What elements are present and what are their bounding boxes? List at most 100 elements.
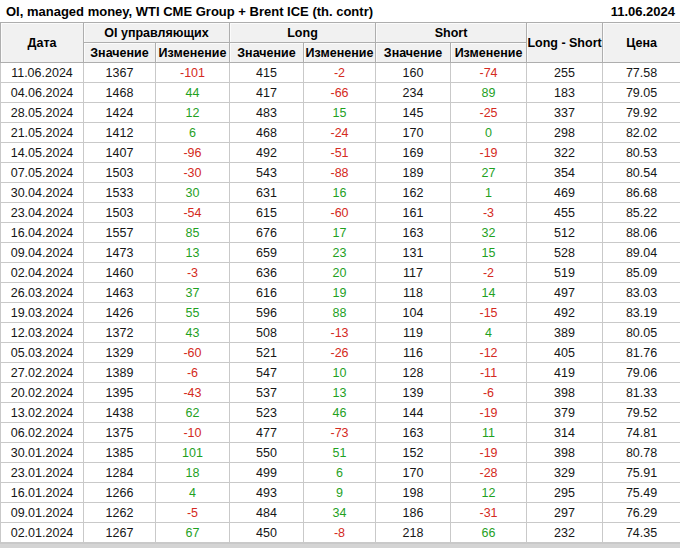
- col-header-short-change: Изменение: [451, 43, 527, 63]
- cell-short-change: -2: [451, 263, 527, 283]
- cell-long-change: -13: [304, 323, 376, 343]
- cell-long-change: 20: [304, 263, 376, 283]
- cell-price: 79.92: [603, 103, 680, 123]
- cell-long-value: 417: [230, 83, 304, 103]
- cell-oi-value: 1463: [84, 283, 156, 303]
- table-row: 16.01.2024 1266 4 493 9 198 12 295 75.49: [1, 483, 680, 503]
- cell-date: 16.04.2024: [1, 223, 84, 243]
- cell-long-short: 519: [527, 263, 603, 283]
- cell-short-change: 15: [451, 243, 527, 263]
- cell-long-change: -26: [304, 343, 376, 363]
- cell-price: 83.19: [603, 303, 680, 323]
- cell-price: 74.81: [603, 423, 680, 443]
- cell-long-change: 9: [304, 483, 376, 503]
- cell-oi-change: -54: [156, 203, 230, 223]
- cell-date: 12.03.2024: [1, 323, 84, 343]
- cell-long-change: -51: [304, 143, 376, 163]
- cell-oi-change: 85: [156, 223, 230, 243]
- cell-oi-value: 1267: [84, 523, 156, 543]
- cell-price: 76.29: [603, 503, 680, 523]
- cell-oi-value: 1389: [84, 363, 156, 383]
- cell-short-value: 160: [376, 63, 451, 83]
- cell-long-short: 405: [527, 343, 603, 363]
- table-row: 19.03.2024 1426 55 596 88 104 -15 492 83…: [1, 303, 680, 323]
- cell-long-value: 521: [230, 343, 304, 363]
- cell-long-change: 17: [304, 223, 376, 243]
- cell-long-value: 543: [230, 163, 304, 183]
- cell-long-short: 492: [527, 303, 603, 323]
- table-row: 07.05.2024 1503 -30 543 -88 189 27 354 8…: [1, 163, 680, 183]
- cell-date: 27.02.2024: [1, 363, 84, 383]
- cell-long-value: 499: [230, 463, 304, 483]
- cell-short-change: -6: [451, 383, 527, 403]
- cell-price: 75.49: [603, 483, 680, 503]
- cell-date: 30.01.2024: [1, 443, 84, 463]
- cell-price: 79.05: [603, 83, 680, 103]
- cell-long-short: 255: [527, 63, 603, 83]
- cell-short-change: -19: [451, 403, 527, 423]
- table-row: 27.02.2024 1389 -6 547 10 128 -11 419 79…: [1, 363, 680, 383]
- cell-long-short: 354: [527, 163, 603, 183]
- cell-date: 26.03.2024: [1, 283, 84, 303]
- cell-oi-value: 1503: [84, 203, 156, 223]
- cell-short-change: -74: [451, 63, 527, 83]
- cell-date: 21.05.2024: [1, 123, 84, 143]
- cell-short-value: 186: [376, 503, 451, 523]
- cell-long-change: 16: [304, 183, 376, 203]
- cropped-next-row-strip: [0, 543, 680, 548]
- col-header-price: Цена: [603, 23, 680, 63]
- table-row: 09.01.2024 1262 -5 484 34 186 -31 297 76…: [1, 503, 680, 523]
- table-row: 28.05.2024 1424 12 483 15 145 -25 337 79…: [1, 103, 680, 123]
- cell-long-value: 596: [230, 303, 304, 323]
- table-row: 09.04.2024 1473 13 659 23 131 15 528 89.…: [1, 243, 680, 263]
- cell-short-change: -31: [451, 503, 527, 523]
- cell-long-value: 492: [230, 143, 304, 163]
- cell-long-change: 19: [304, 283, 376, 303]
- cell-oi-value: 1385: [84, 443, 156, 463]
- col-header-date: Дата: [1, 23, 84, 63]
- cell-date: 23.04.2024: [1, 203, 84, 223]
- cell-date: 23.01.2024: [1, 463, 84, 483]
- cell-price: 82.02: [603, 123, 680, 143]
- cell-long-value: 450: [230, 523, 304, 543]
- cell-long-short: 398: [527, 443, 603, 463]
- col-header-oi-value: Значение: [84, 43, 156, 63]
- cell-oi-change: 67: [156, 523, 230, 543]
- cell-oi-value: 1266: [84, 483, 156, 503]
- oi-managed-money-table: Дата OI управляющих Long Short Long - Sh…: [0, 22, 680, 543]
- cell-oi-change: -101: [156, 63, 230, 83]
- cell-oi-value: 1438: [84, 403, 156, 423]
- table-row: 21.05.2024 1412 6 468 -24 170 0 298 82.0…: [1, 123, 680, 143]
- cell-short-change: -19: [451, 143, 527, 163]
- col-header-short-group: Short: [376, 23, 527, 43]
- table-row: 11.06.2024 1367 -101 415 -2 160 -74 255 …: [1, 63, 680, 83]
- report-date: 11.06.2024: [611, 4, 675, 19]
- cell-oi-value: 1473: [84, 243, 156, 263]
- cell-date: 11.06.2024: [1, 63, 84, 83]
- cell-long-short: 419: [527, 363, 603, 383]
- cell-long-change: -60: [304, 203, 376, 223]
- col-header-long-short: Long - Short: [527, 23, 603, 63]
- cell-short-change: 66: [451, 523, 527, 543]
- col-header-short-value: Значение: [376, 43, 451, 63]
- cell-oi-value: 1262: [84, 503, 156, 523]
- cell-price: 88.06: [603, 223, 680, 243]
- cell-short-value: 218: [376, 523, 451, 543]
- cell-long-value: 477: [230, 423, 304, 443]
- cell-price: 89.04: [603, 243, 680, 263]
- cell-oi-value: 1375: [84, 423, 156, 443]
- cell-long-short: 337: [527, 103, 603, 123]
- cell-oi-value: 1367: [84, 63, 156, 83]
- cell-long-value: 537: [230, 383, 304, 403]
- cell-short-value: 163: [376, 223, 451, 243]
- cell-oi-value: 1372: [84, 323, 156, 343]
- cell-price: 86.68: [603, 183, 680, 203]
- cell-oi-change: 43: [156, 323, 230, 343]
- cell-long-value: 631: [230, 183, 304, 203]
- cell-long-value: 550: [230, 443, 304, 463]
- cell-short-value: 152: [376, 443, 451, 463]
- table-row: 20.02.2024 1395 -43 537 13 139 -6 398 81…: [1, 383, 680, 403]
- cell-long-value: 636: [230, 263, 304, 283]
- cell-price: 74.35: [603, 523, 680, 543]
- cell-short-value: 170: [376, 463, 451, 483]
